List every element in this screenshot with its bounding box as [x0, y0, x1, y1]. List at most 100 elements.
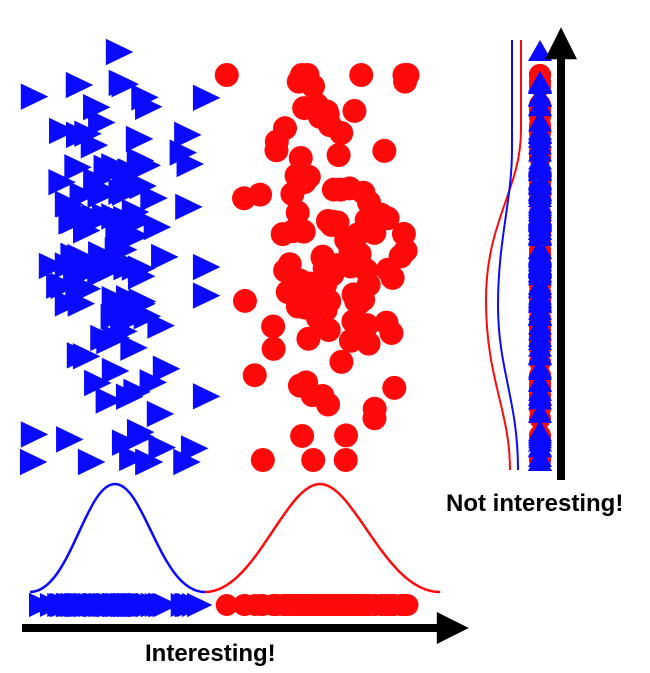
class-a-projected-marker [528, 186, 552, 208]
class-b-scatter [214, 63, 420, 472]
class-b-marker [362, 220, 387, 245]
class-a-marker [151, 243, 179, 271]
class-b-marker [281, 219, 306, 244]
class-a-projected-marker [528, 261, 552, 283]
class-b-marker [272, 116, 297, 141]
class-a-projected-marker [528, 401, 552, 423]
class-a-marker [77, 448, 106, 476]
class-a-marker [143, 213, 172, 241]
class-b-projected-marker [363, 594, 386, 616]
class-a-marker [73, 275, 102, 302]
class-b-projected-marker [322, 594, 345, 616]
class-a-marker [111, 429, 140, 456]
class-a-projected-marker [105, 593, 131, 617]
class-b-marker [321, 177, 346, 202]
class-a-projected-marker [528, 122, 552, 144]
class-a-marker [129, 172, 157, 200]
class-a-density-curve-x [29, 482, 206, 594]
class-a-projected-marker [67, 593, 93, 617]
class-b-marker [284, 163, 309, 188]
class-a-marker [127, 263, 156, 290]
class-b-marker [333, 448, 358, 472]
class-b-marker [261, 314, 286, 339]
class-a-marker [104, 237, 133, 264]
class-a-marker [146, 400, 175, 428]
x-projection-markers [29, 593, 419, 617]
class-a-marker [58, 208, 86, 235]
class-a-marker [48, 169, 76, 196]
class-a-marker [119, 444, 147, 472]
class-b-marker [329, 349, 354, 374]
class-a-marker [101, 357, 130, 385]
class-b-projected-marker [215, 594, 238, 616]
class-b-marker [305, 305, 330, 330]
class-a-marker [84, 369, 112, 397]
class-a-projected-marker [528, 140, 552, 162]
class-a-marker [140, 184, 168, 212]
class-a-projected-marker [528, 343, 552, 365]
class-a-projected-marker [528, 85, 552, 107]
class-b-marker [261, 336, 286, 361]
class-a-projected-marker [528, 319, 552, 341]
class-b-marker [329, 120, 354, 145]
class-a-marker [116, 303, 145, 330]
class-a-projected-marker [528, 356, 552, 378]
class-b-marker [334, 423, 359, 448]
class-b-marker [273, 258, 298, 283]
class-a-projected-marker [528, 152, 552, 174]
class-b-marker [321, 209, 346, 234]
class-a-marker [83, 94, 111, 121]
class-a-marker [176, 150, 205, 178]
class-a-marker [135, 93, 163, 120]
class-a-marker [147, 312, 175, 339]
class-a-marker [192, 84, 221, 112]
class-b-marker [289, 63, 314, 87]
class-a-marker [49, 117, 77, 145]
class-a-projected-marker [528, 304, 552, 326]
class-a-marker [105, 38, 134, 66]
class-a-projected-marker [528, 430, 552, 452]
class-a-marker [111, 208, 140, 236]
class-b-marker [372, 138, 397, 163]
class-a-marker [63, 245, 92, 273]
class-a-marker [174, 121, 202, 149]
class-a-marker [101, 153, 129, 180]
class-b-marker [214, 63, 239, 87]
class-b-marker [395, 63, 420, 87]
class-b-marker [357, 190, 382, 215]
class-a-density-curve-y [496, 40, 519, 471]
class-b-marker [301, 448, 326, 472]
class-a-marker [88, 109, 116, 136]
class-a-projected-marker [528, 379, 552, 401]
class-a-projected-marker [144, 593, 170, 617]
class-b-marker [342, 98, 367, 123]
class-a-projected-marker [528, 70, 552, 92]
class-a-marker [90, 324, 118, 352]
class-a-marker [20, 421, 49, 448]
class-a-marker [108, 69, 137, 97]
class-b-marker [296, 326, 321, 351]
y-projection-markers [528, 40, 552, 471]
class-a-marker [91, 202, 120, 230]
class-b-marker [232, 288, 257, 313]
class-a-scatter [19, 38, 221, 476]
class-b-marker [314, 99, 339, 124]
class-a-marker [175, 193, 203, 221]
class-b-marker [232, 186, 257, 211]
class-a-marker [46, 272, 74, 299]
class-a-projected-marker [528, 40, 552, 61]
class-b-marker [310, 383, 335, 408]
class-a-marker [123, 378, 151, 406]
class-a-projected-marker [528, 170, 552, 192]
class-a-marker [64, 154, 92, 181]
class-a-marker [38, 252, 67, 280]
class-b-marker [338, 328, 363, 353]
class-a-marker [120, 334, 148, 361]
class-a-marker [19, 448, 48, 476]
class-a-marker [192, 282, 221, 309]
class-a-marker [125, 125, 154, 153]
class-a-marker [128, 288, 157, 315]
class-b-marker [341, 309, 366, 334]
class-a-marker [66, 342, 95, 369]
